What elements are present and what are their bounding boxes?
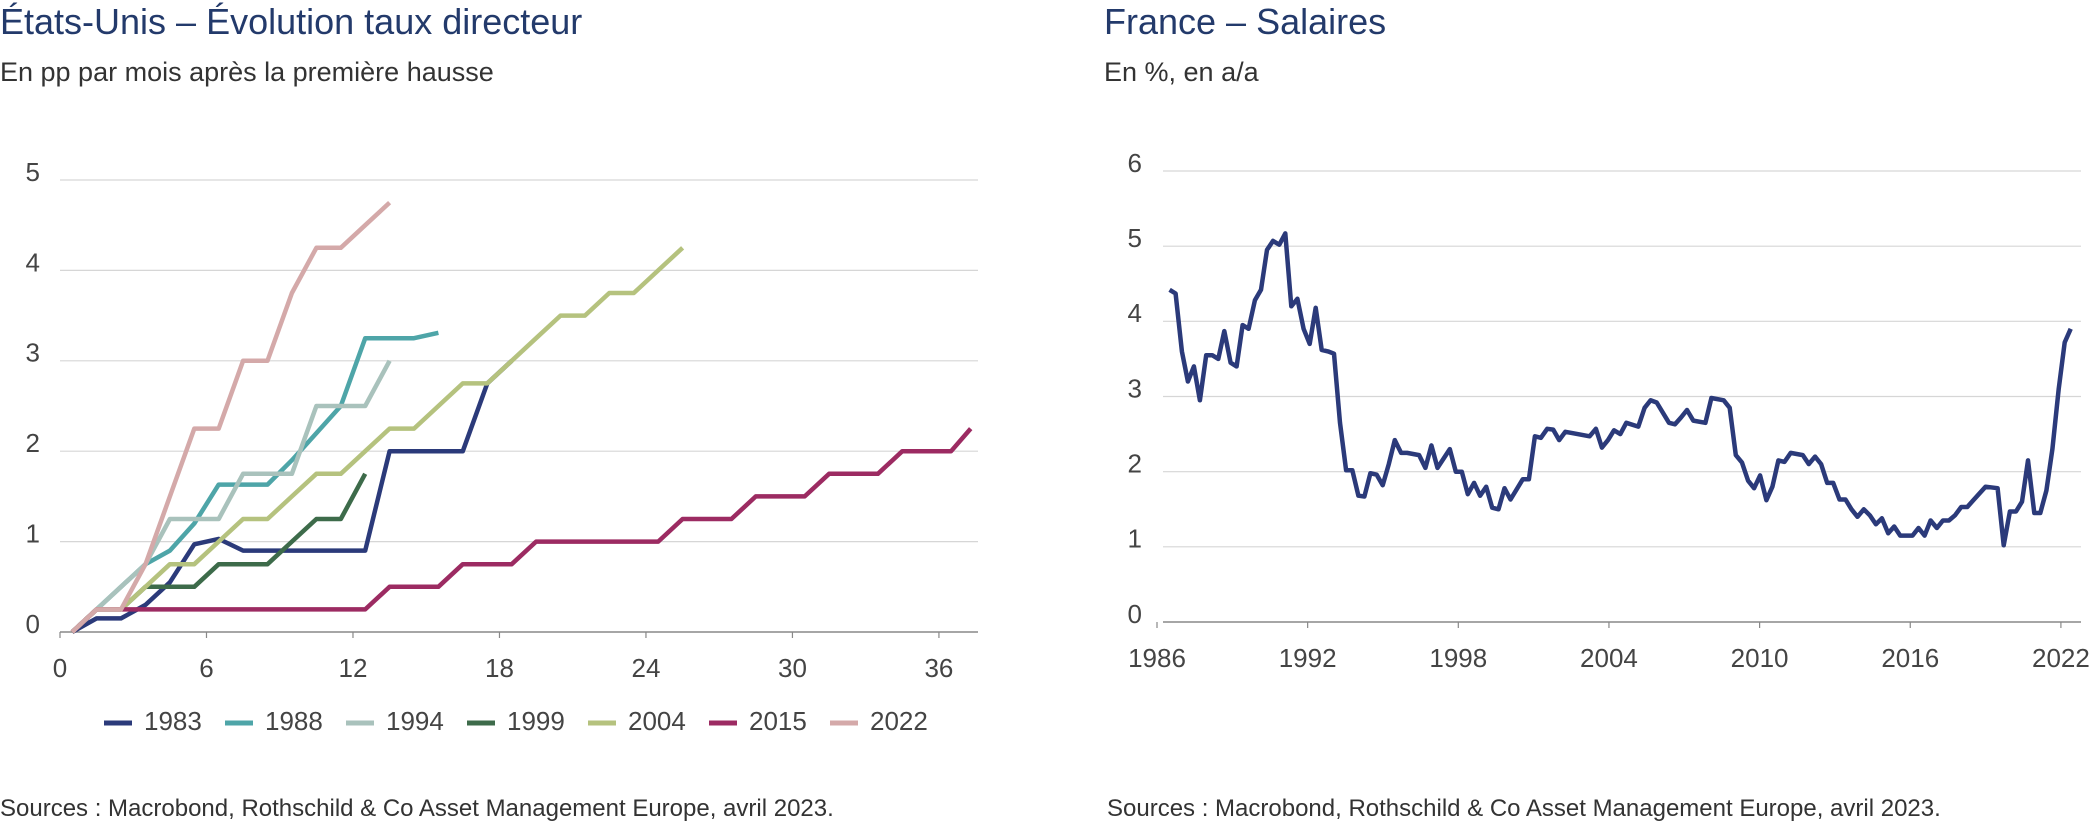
x-tick-label: 2022 (2032, 643, 2090, 673)
legend-label: 2022 (870, 706, 928, 736)
x-tick-label: 6 (199, 653, 213, 683)
legend-label: 2015 (749, 706, 807, 736)
series-line (1168, 231, 2073, 548)
y-tick-label: 0 (1128, 599, 1142, 629)
y-tick-label: 6 (1128, 148, 1142, 178)
legend-label: 1988 (265, 706, 323, 736)
series-line (71, 359, 514, 634)
chart-title: France – Salaires (1104, 1, 1386, 42)
x-tick-label: 2010 (1731, 643, 1789, 673)
y-tick-label: 1 (26, 518, 40, 548)
x-tick-label: 24 (631, 653, 660, 683)
series-line (70, 246, 685, 634)
x-tick-label: 30 (778, 653, 807, 683)
y-tick-label: 5 (1128, 223, 1142, 253)
x-tick-label: 2004 (1580, 643, 1638, 673)
series-line (70, 427, 973, 634)
series-line (70, 359, 392, 634)
y-tick-label: 3 (1128, 373, 1142, 403)
x-tick-label: 0 (53, 653, 67, 683)
x-tick-label: 1998 (1429, 643, 1487, 673)
y-tick-label: 4 (26, 247, 40, 277)
x-tick-label: 12 (339, 653, 368, 683)
legend-label: 1994 (386, 706, 444, 736)
x-tick-label: 2016 (1881, 643, 1939, 673)
x-tick-label: 1986 (1128, 643, 1186, 673)
x-tick-label: 1992 (1279, 643, 1337, 673)
legend-label: 1999 (507, 706, 565, 736)
y-tick-label: 5 (26, 157, 40, 187)
x-tick-label: 18 (485, 653, 514, 683)
source-note: Sources : Macrobond, Rothschild & Co Ass… (0, 795, 834, 822)
chart-subtitle: En %, en a/a (1104, 57, 1260, 87)
y-tick-label: 3 (26, 338, 40, 368)
y-tick-label: 2 (26, 428, 40, 458)
y-tick-label: 1 (1128, 524, 1142, 554)
legend-label: 1983 (144, 706, 202, 736)
source-note: Sources : Macrobond, Rothschild & Co Ass… (1107, 795, 1941, 822)
y-tick-label: 2 (1128, 449, 1142, 479)
series-line (70, 200, 392, 634)
y-tick-label: 4 (1128, 298, 1142, 328)
chart-title: États-Unis – Évolution taux directeur (0, 1, 582, 42)
y-tick-label: 0 (26, 609, 40, 639)
chart-subtitle: En pp par mois après la première hausse (0, 57, 494, 87)
x-tick-label: 36 (924, 653, 953, 683)
legend-label: 2004 (628, 706, 686, 736)
